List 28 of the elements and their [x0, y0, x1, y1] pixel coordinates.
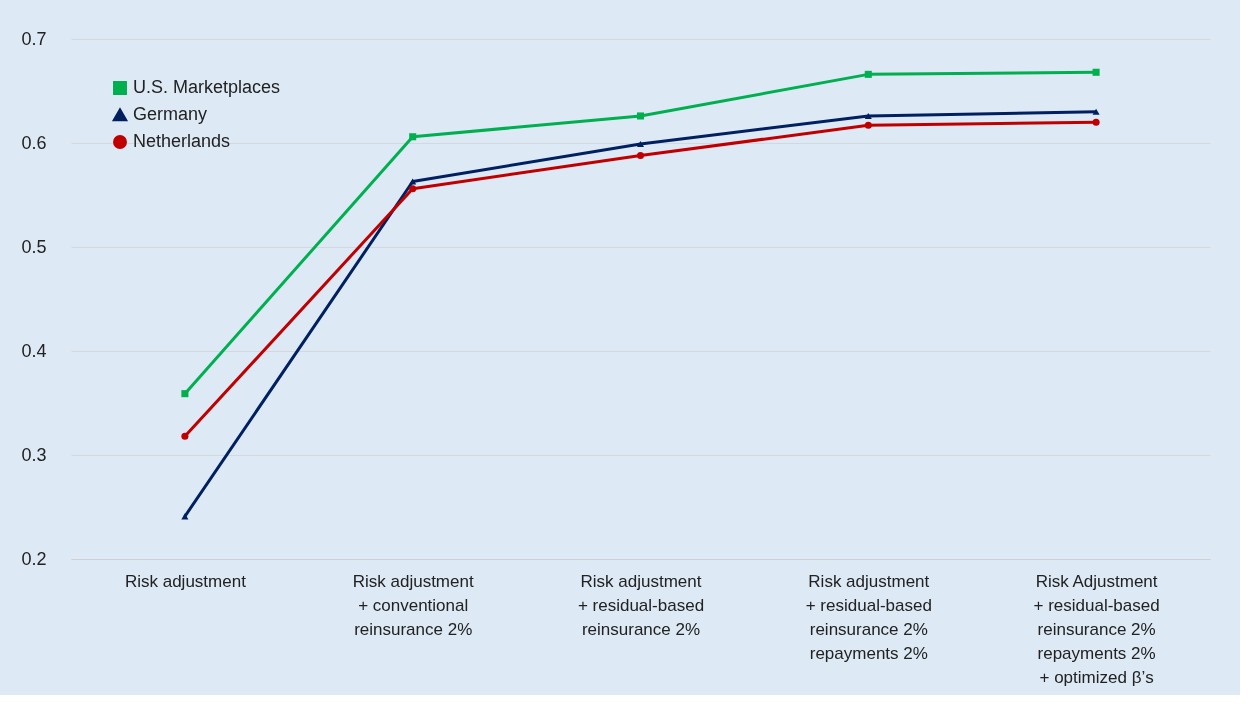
y-tick-label: 0.6	[21, 132, 47, 153]
point	[636, 140, 645, 148]
point	[409, 178, 417, 185]
legend-label: Netherlands	[133, 131, 231, 151]
point	[181, 390, 189, 398]
x-tick-label: Risk adjustment	[124, 571, 247, 591]
point	[1092, 118, 1100, 126]
y-tick-label: 0.2	[21, 548, 47, 569]
y-tick-label: 0.5	[21, 236, 47, 257]
y-tick-label: 0.3	[21, 444, 47, 465]
x-tick-label: Risk adjustment + conventional reinsurance 2%	[352, 571, 474, 639]
point	[181, 432, 189, 440]
y-tick-label: 0.7	[21, 28, 47, 49]
y-tick-label: 0.4	[21, 340, 47, 361]
point	[864, 112, 872, 120]
legend-label: Germany	[133, 104, 208, 124]
point	[409, 185, 417, 193]
x-tick-label: Risk adjustment + residual-based reinsurance 2% repayments 2%	[805, 571, 932, 663]
point	[1092, 108, 1100, 115]
point	[636, 112, 645, 120]
point	[864, 70, 872, 78]
x-tick-label: Risk Adjustment + residual-based reinsurance 2% repayments 2% + optimized β’s	[1033, 571, 1160, 687]
point	[864, 121, 872, 129]
point	[636, 151, 645, 160]
x-tick-label: Risk adjustment + residual-based reinsurance 2%	[577, 571, 705, 639]
point	[409, 133, 417, 141]
point	[1092, 68, 1100, 76]
legend-label: U.S. Marketplaces	[133, 77, 281, 97]
